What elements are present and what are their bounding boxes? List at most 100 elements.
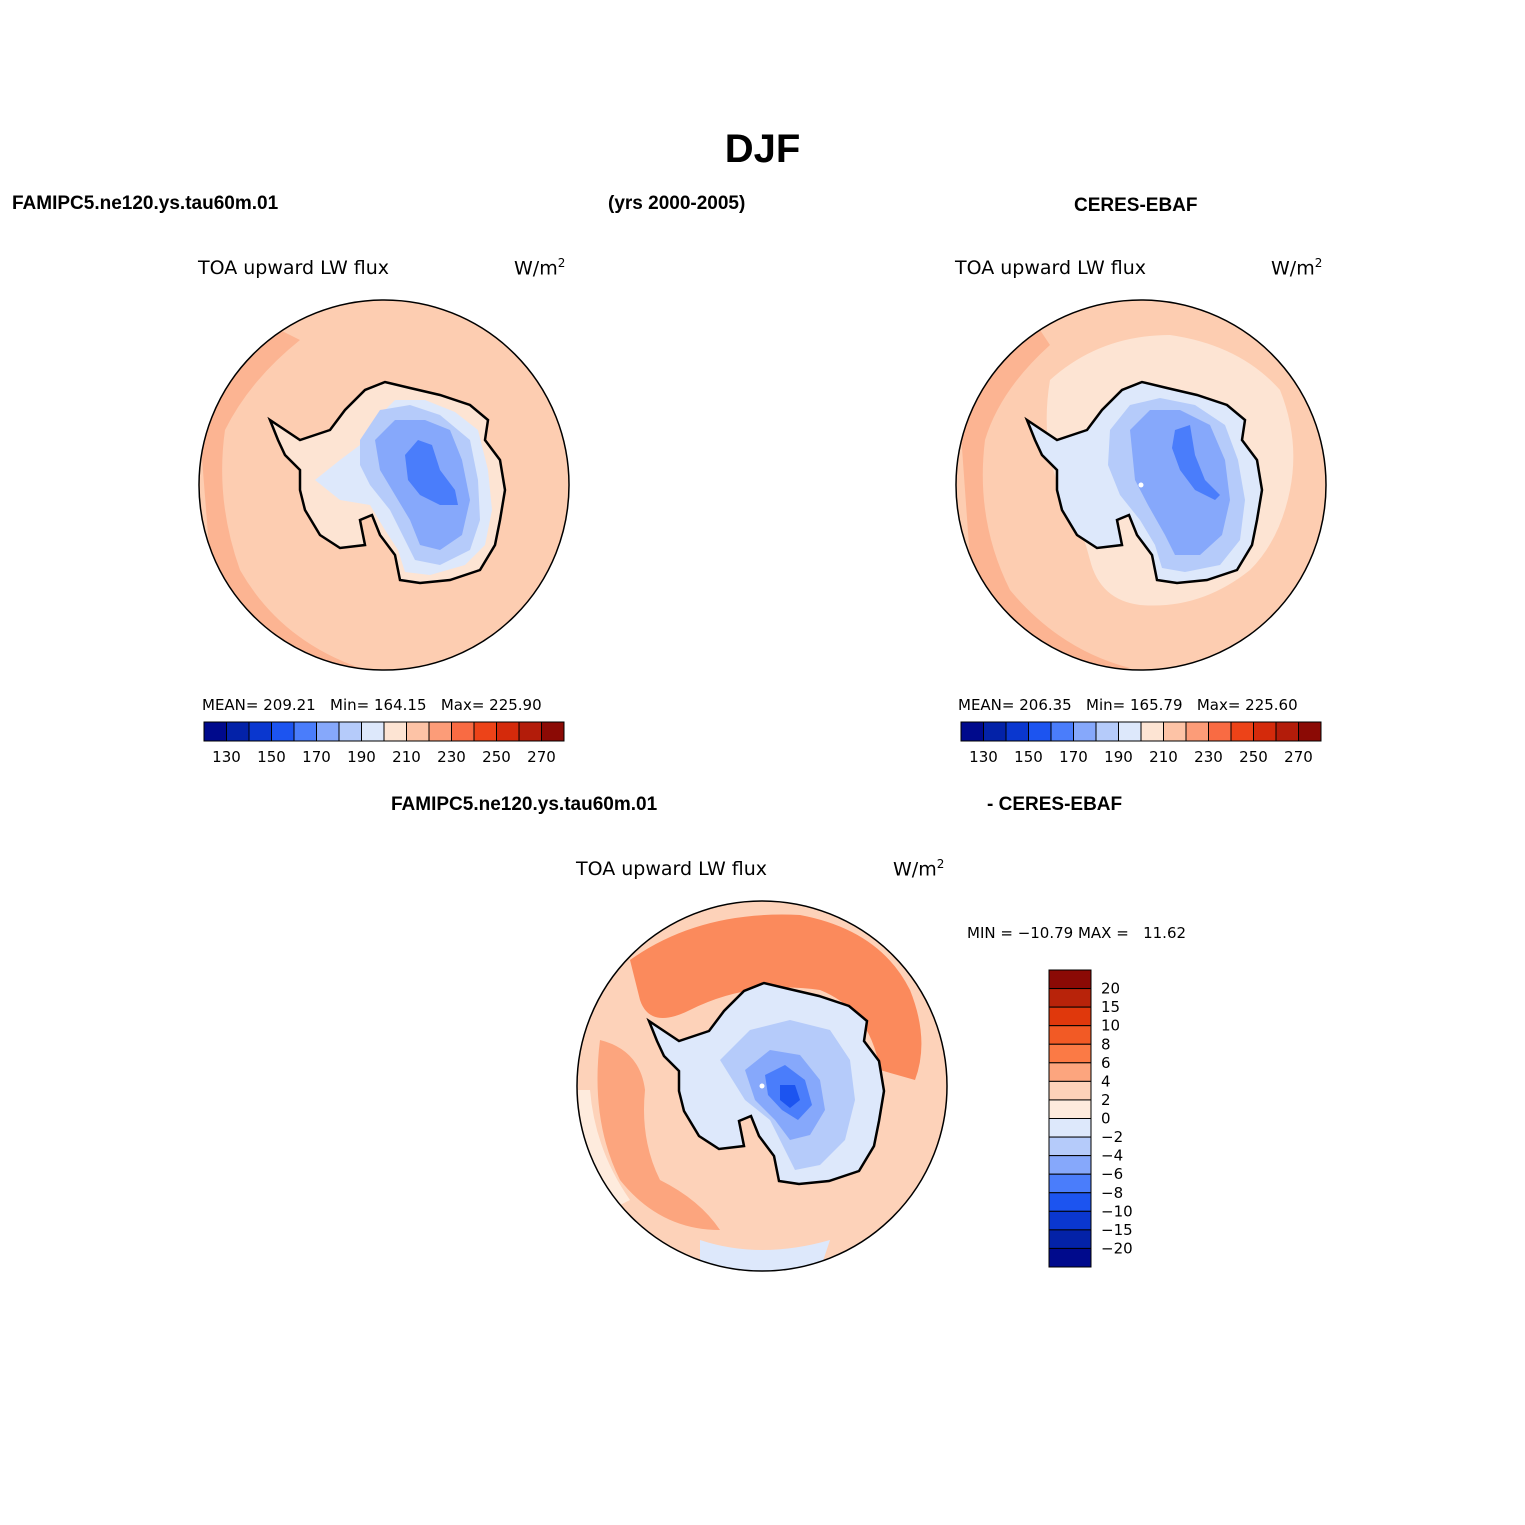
colorbar-swatch — [1050, 721, 1074, 742]
map-diff — [577, 901, 947, 1271]
colorbar-swatch — [1048, 1062, 1092, 1082]
colorbar-swatch — [1048, 1080, 1092, 1101]
colorbar-swatch — [428, 721, 452, 742]
colorbar-model: 130 150 170 190 210 230 250 270 — [203, 721, 565, 766]
map-obs — [956, 300, 1326, 670]
colorbar-swatch — [473, 721, 497, 742]
main-title: DJF — [724, 127, 801, 171]
colorbar-tick-label: 210 — [392, 748, 421, 766]
header-diff-right: - CERES-EBAF — [987, 794, 1123, 815]
colorbar-swatch — [406, 721, 430, 742]
colorbar-tick-label: −6 — [1101, 1165, 1123, 1183]
colorbar-tick-label: −10 — [1101, 1202, 1133, 1220]
colorbar-swatch — [248, 721, 272, 742]
colorbar-swatch — [1028, 721, 1052, 742]
colorbar-obs: 130 150 170 190 210 230 250 270 — [960, 721, 1322, 766]
colorbar-swatch — [1048, 1118, 1092, 1138]
panel-model-stats: MEAN= 209.21 Min= 164.15 Max= 225.90 — [202, 696, 542, 714]
colorbar-swatch — [1005, 721, 1029, 742]
colorbar-swatch — [203, 721, 227, 742]
colorbar-swatch — [960, 721, 984, 742]
panel-diff-units: W/m2 — [893, 857, 945, 881]
colorbar-swatch — [1253, 721, 1277, 742]
colorbar-tick-label: 150 — [257, 748, 286, 766]
panel-model-title: TOA upward LW flux — [198, 257, 390, 279]
colorbar-tick-label: 190 — [1104, 748, 1133, 766]
colorbar-tick-label: 130 — [969, 748, 998, 766]
colorbar-tick-label: −20 — [1101, 1239, 1133, 1257]
colorbar-tick-label: 170 — [302, 748, 331, 766]
colorbar-tick-label: 2 — [1101, 1091, 1111, 1109]
header-diff-left: FAMIPC5.ne120.ys.tau60m.01 — [391, 794, 658, 815]
colorbar-swatch — [1048, 1210, 1092, 1231]
colorbar-swatch — [1163, 721, 1187, 742]
colorbar-swatch — [1095, 721, 1119, 742]
antarctica-model — [267, 380, 507, 585]
colorbar-tick-label: 130 — [212, 748, 241, 766]
antarctica-obs — [1024, 380, 1264, 585]
colorbar-swatch — [1048, 1155, 1092, 1175]
header-model-name: FAMIPC5.ne120.ys.tau60m.01 — [12, 193, 279, 214]
colorbar-tick-label: 230 — [1194, 748, 1223, 766]
colorbar-tick-label: 4 — [1101, 1072, 1111, 1090]
panel-model-units: W/m2 — [514, 256, 566, 280]
colorbar-tick-label: −15 — [1101, 1221, 1133, 1239]
panel-obs-units: W/m2 — [1271, 256, 1323, 280]
header-years: (yrs 2000-2005) — [608, 193, 746, 214]
colorbar-swatch — [1048, 1025, 1092, 1045]
colorbar-swatch — [226, 721, 250, 742]
colorbar-swatch — [1048, 1192, 1092, 1212]
colorbar-tick-label: 0 — [1101, 1110, 1111, 1128]
panel-obs-stats: MEAN= 206.35 Min= 165.79 Max= 225.60 — [958, 696, 1298, 714]
colorbar-swatch — [983, 721, 1007, 742]
colorbar-swatch — [1118, 721, 1142, 742]
panel-obs-title: TOA upward LW flux — [955, 257, 1147, 279]
colorbar-swatch — [1275, 721, 1299, 742]
colorbar-swatch — [316, 721, 340, 742]
colorbar-tick-label: 8 — [1101, 1035, 1111, 1053]
colorbar-swatch — [1140, 721, 1164, 742]
colorbar-swatch — [1208, 721, 1232, 742]
map-model-outline — [198, 299, 570, 671]
colorbar-swatch — [1048, 1247, 1092, 1268]
antarctica-diff — [646, 981, 886, 1186]
colorbar-swatch — [1048, 1099, 1092, 1119]
colorbar-tick-label: 190 — [347, 748, 376, 766]
colorbar-tick-label: 230 — [437, 748, 466, 766]
colorbar-swatch — [1048, 1006, 1092, 1027]
colorbar-swatch — [496, 721, 520, 742]
colorbar-tick-label: 15 — [1101, 998, 1120, 1016]
colorbar-tick-label: 210 — [1149, 748, 1178, 766]
colorbar-tick-label: 10 — [1101, 1017, 1120, 1035]
colorbar-tick-label: 250 — [482, 748, 511, 766]
colorbar-swatch — [271, 721, 295, 742]
colorbar-swatch — [338, 721, 362, 742]
colorbar-tick-label: 20 — [1101, 980, 1120, 998]
colorbar-tick-label: 270 — [1284, 748, 1313, 766]
map-diff-outline — [576, 900, 948, 1272]
colorbar-swatch — [293, 721, 317, 742]
colorbar-tick-label: 6 — [1101, 1054, 1111, 1072]
colorbar-tick-label: 270 — [527, 748, 556, 766]
panel-diff-stats: MIN = −10.79 MAX = 11.62 — [967, 924, 1187, 942]
colorbar-swatch — [383, 721, 407, 742]
map-model — [199, 300, 569, 670]
colorbar-swatch — [1048, 1043, 1092, 1064]
colorbar-tick-label: −4 — [1101, 1147, 1123, 1165]
colorbar-swatch — [361, 721, 385, 742]
colorbar-tick-label: 170 — [1059, 748, 1088, 766]
colorbar-tick-label: 250 — [1239, 748, 1268, 766]
colorbar-swatch — [1048, 969, 1092, 990]
colorbar-swatch — [1185, 721, 1209, 742]
colorbar-tick-label: −2 — [1101, 1128, 1123, 1146]
colorbar-swatch — [541, 721, 565, 742]
header-obs-name: CERES-EBAF — [1074, 195, 1198, 216]
colorbar-swatch — [1048, 1136, 1092, 1157]
colorbar-swatch — [1073, 721, 1097, 742]
colorbar-tick-label: 150 — [1014, 748, 1043, 766]
colorbar-swatch — [1048, 1173, 1092, 1194]
panel-diff-title: TOA upward LW flux — [576, 858, 768, 880]
colorbar-swatch — [1230, 721, 1254, 742]
